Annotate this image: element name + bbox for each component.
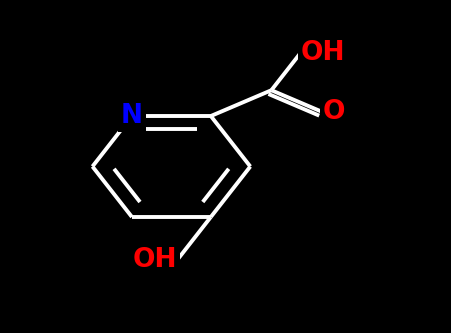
Text: OH: OH xyxy=(133,247,177,273)
Text: N: N xyxy=(121,103,143,129)
Text: OH: OH xyxy=(301,40,345,66)
Text: O: O xyxy=(322,99,345,125)
